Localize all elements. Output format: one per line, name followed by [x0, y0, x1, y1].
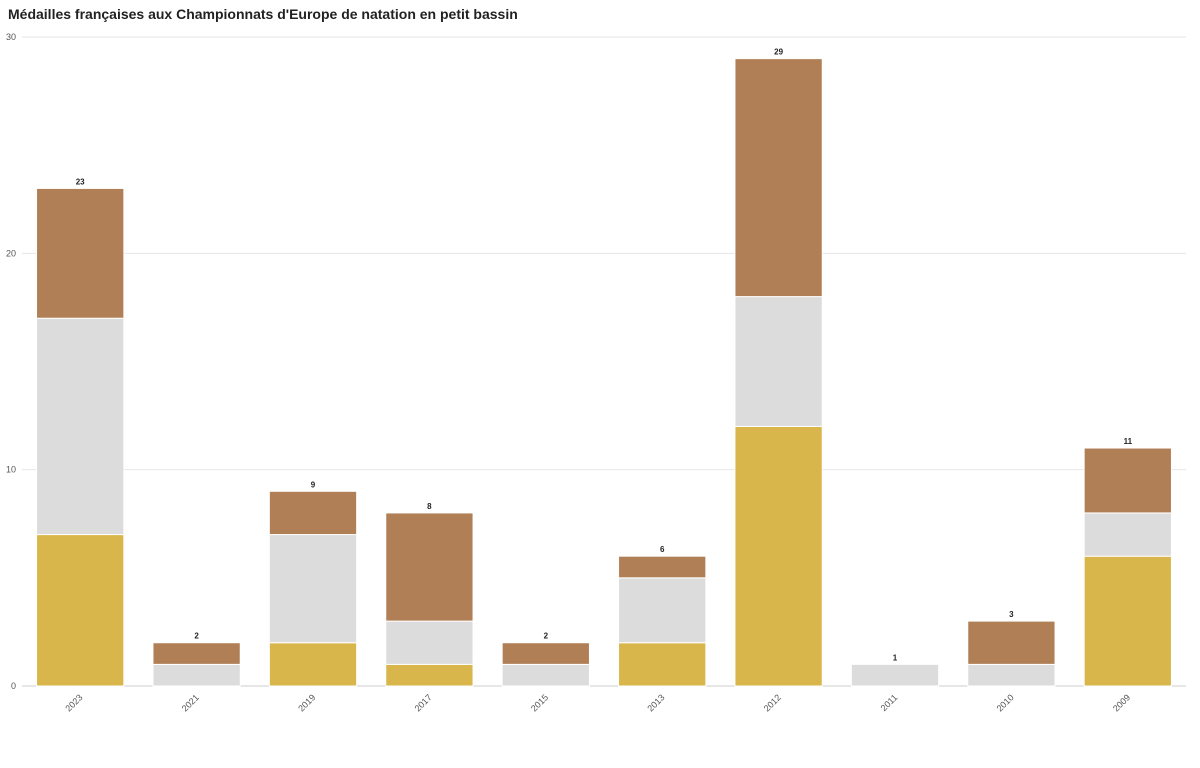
total-label-2015: 2 [544, 632, 549, 641]
bar-bronze-2021 [152, 642, 241, 665]
total-label-2011: 1 [893, 653, 898, 662]
x-tick-labels: 2023 2021 2019 2017 2015 2013 2012 2011 2010 2009 [63, 692, 1132, 713]
x-tick-label-2011: 2011 [879, 692, 900, 713]
bar-bronze-2009 [1083, 447, 1172, 514]
bar-bronze-2015 [501, 642, 590, 665]
total-label-2019: 9 [311, 480, 316, 489]
y-tick-label-30: 30 [6, 32, 16, 42]
y-tick-labels: 0 10 20 30 [6, 32, 16, 691]
bar-bronze-2013 [618, 555, 707, 579]
bar-gold-2017 [385, 663, 474, 687]
bar-gold-2012 [734, 425, 823, 687]
bar-bronze-2010 [967, 620, 1056, 665]
x-tick-label-2009: 2009 [1111, 692, 1132, 713]
total-label-2009: 11 [1124, 437, 1133, 446]
bar-bronze-2019 [268, 490, 358, 536]
y-tick-label-0: 0 [11, 681, 16, 691]
x-tick-label-2019: 2019 [296, 692, 317, 713]
x-tick-label-2013: 2013 [645, 692, 666, 713]
y-tick-label-20: 20 [6, 248, 16, 258]
bar-silver-2013 [618, 577, 707, 644]
total-label-2013: 6 [660, 545, 665, 554]
bar-gold-2009 [1083, 555, 1172, 687]
x-tick-label-2010: 2010 [995, 692, 1016, 713]
bar-bronze-2023 [36, 187, 125, 319]
x-tick-label-2021: 2021 [180, 692, 201, 713]
grid-lines [22, 36, 1186, 471]
bar-gold-2019 [268, 642, 358, 687]
x-tick-label-2023: 2023 [63, 692, 84, 713]
x-tick-label-2012: 2012 [762, 692, 783, 713]
total-label-2010: 3 [1009, 610, 1014, 619]
x-tick-label-2015: 2015 [529, 692, 550, 713]
y-tick-label-10: 10 [6, 465, 16, 475]
bar-bronze-2017 [385, 512, 474, 622]
bar-silver-2019 [268, 534, 358, 644]
bar-silver-2015 [501, 663, 590, 687]
x-tick-label-2017: 2017 [413, 692, 434, 713]
bar-silver-2011 [850, 663, 940, 687]
bar-silver-2017 [385, 620, 474, 665]
bar-silver-2010 [967, 663, 1056, 687]
total-label-2021: 2 [194, 632, 199, 641]
bar-gold-2023 [36, 534, 125, 687]
bar-silver-2009 [1083, 512, 1172, 557]
bar-bronze-2012 [734, 58, 823, 298]
total-label-2017: 8 [427, 502, 432, 511]
bar-gold-2013 [618, 642, 707, 687]
chart-title: Médailles françaises aux Championnats d'… [8, 6, 518, 22]
bar-silver-2023 [36, 317, 125, 536]
bars [36, 58, 1172, 687]
bar-silver-2012 [734, 296, 823, 427]
total-label-2012: 29 [774, 48, 783, 57]
total-label-2023: 23 [76, 177, 85, 186]
bar-silver-2021 [152, 663, 241, 687]
